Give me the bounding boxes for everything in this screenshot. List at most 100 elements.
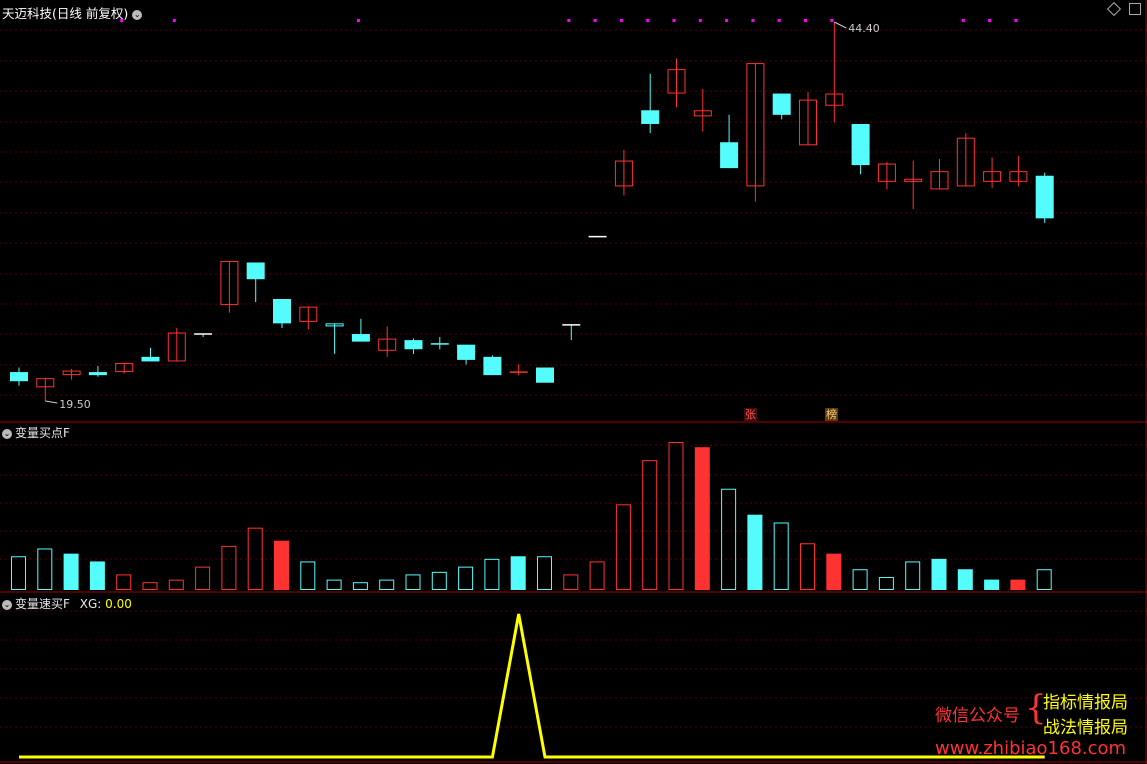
indicator-line-chart[interactable] bbox=[0, 593, 1147, 764]
signal-dot bbox=[830, 19, 834, 22]
candle-body bbox=[851, 123, 870, 166]
signal-dot bbox=[988, 19, 992, 22]
indicator-bar bbox=[747, 514, 763, 590]
candle-body bbox=[325, 323, 344, 327]
xg-line bbox=[19, 613, 1045, 759]
candle-body bbox=[614, 160, 633, 187]
chevron-down-icon[interactable]: ⌄ bbox=[132, 9, 143, 20]
candle-body bbox=[930, 171, 949, 190]
indicator-bar bbox=[721, 488, 737, 590]
chevron-down-icon[interactable]: ⌄ bbox=[2, 599, 12, 610]
candle-body bbox=[693, 110, 712, 117]
indicator-bar bbox=[537, 556, 552, 591]
xg-value: 0.00 bbox=[105, 597, 132, 611]
watermark-line1: 指标情报局 bbox=[1043, 693, 1128, 713]
signal-dot bbox=[646, 19, 650, 22]
candle-body bbox=[378, 338, 397, 351]
indicator-bar bbox=[905, 561, 921, 591]
price-chart-panel[interactable]: 44.40 19.50 天迈科技(日线 前复权) ⌄ 张 榜 bbox=[0, 0, 1147, 423]
chevron-down-icon[interactable]: ⌄ bbox=[2, 428, 12, 439]
candle-body bbox=[115, 362, 134, 373]
tag-bang: 榜 bbox=[825, 408, 838, 421]
indicator-title: ⌄ 变量买点F bbox=[2, 424, 70, 441]
indicator-bar bbox=[11, 556, 26, 591]
candle-body bbox=[430, 343, 449, 345]
candle-body bbox=[299, 306, 318, 322]
signal-dot bbox=[804, 19, 807, 22]
candle-body bbox=[351, 334, 370, 342]
signal-dot bbox=[120, 19, 124, 22]
candle-body bbox=[799, 99, 817, 146]
watermark-url: www.zhibiao168.com bbox=[935, 738, 1127, 759]
indicator-bar bbox=[326, 579, 342, 590]
indicator-bar bbox=[379, 579, 395, 590]
indicator-bar bbox=[458, 566, 474, 590]
candle-body bbox=[904, 178, 923, 182]
candle-body bbox=[536, 367, 554, 383]
candle-body bbox=[983, 171, 1002, 182]
indicator-bar bbox=[773, 522, 789, 590]
indicator-speed-buy-panel[interactable]: ⌄ 变量速买F XG: 0.00 bbox=[0, 593, 1147, 764]
indicator-bar bbox=[89, 561, 105, 590]
indicator-bar bbox=[510, 556, 526, 590]
signal-dot bbox=[961, 19, 965, 22]
candle-body bbox=[825, 93, 844, 106]
window-square-icon[interactable] bbox=[1129, 3, 1141, 15]
candle-body bbox=[956, 137, 975, 187]
candle-body bbox=[772, 93, 791, 115]
candle-body bbox=[220, 260, 239, 306]
signal-dot bbox=[593, 19, 597, 22]
candle-body bbox=[667, 69, 686, 94]
indicator-bar bbox=[615, 504, 631, 590]
indicator-bar bbox=[63, 553, 79, 590]
indicator-bar bbox=[642, 460, 658, 590]
indicator-bar bbox=[984, 579, 1000, 590]
indicator-bar bbox=[352, 582, 368, 590]
indicator-bar bbox=[247, 527, 263, 590]
indicator-bar bbox=[116, 574, 132, 590]
candle-body bbox=[720, 142, 739, 169]
signal-dot bbox=[1014, 19, 1018, 22]
signal-dot bbox=[567, 19, 571, 22]
indicator-buy-point-panel[interactable]: ⌄ 变量买点F bbox=[0, 423, 1147, 593]
indicator-bar bbox=[405, 574, 421, 590]
candle-body bbox=[1009, 171, 1028, 182]
indicator-bar-chart[interactable] bbox=[0, 423, 1147, 593]
signal-dot bbox=[725, 19, 729, 22]
candle-body bbox=[1035, 175, 1054, 219]
xg-label: XG: bbox=[79, 597, 102, 611]
candle-body bbox=[457, 344, 476, 360]
indicator-bar bbox=[694, 447, 710, 590]
candlestick-chart[interactable]: 44.40 19.50 bbox=[0, 0, 1147, 423]
indicator-bar bbox=[274, 540, 289, 590]
watermark-left: 微信公众号 bbox=[935, 706, 1020, 726]
signal-dot bbox=[356, 19, 360, 22]
signal-dot bbox=[619, 19, 623, 22]
high-price-label: 44.40 bbox=[848, 22, 880, 35]
indicator-bar bbox=[563, 574, 579, 590]
signal-dot bbox=[751, 19, 755, 22]
indicator-bar bbox=[142, 582, 158, 590]
candle-body bbox=[246, 262, 265, 280]
indicator-bar bbox=[957, 569, 973, 590]
candle-body bbox=[404, 340, 423, 350]
indicator-bar bbox=[878, 577, 894, 591]
candle-body bbox=[88, 372, 107, 376]
candle-body bbox=[746, 63, 765, 187]
candle-body bbox=[877, 163, 896, 182]
watermark-brace: { bbox=[1025, 688, 1047, 728]
indicator-bar bbox=[852, 569, 868, 591]
low-arrow bbox=[45, 400, 58, 404]
indicator-bar bbox=[800, 543, 815, 591]
indicator-bar bbox=[1010, 579, 1026, 590]
high-arrow bbox=[834, 21, 847, 29]
chart-title: 天迈科技(日线 前复权) ⌄ bbox=[2, 3, 145, 22]
stock-name: 天迈科技 bbox=[2, 6, 53, 21]
candle-body bbox=[62, 370, 81, 376]
indicator-bar bbox=[168, 579, 184, 590]
candle-body bbox=[36, 378, 55, 388]
signal-dot bbox=[672, 19, 676, 22]
indicator-bar bbox=[221, 545, 237, 590]
candle-body bbox=[483, 356, 502, 376]
low-price-label: 19.50 bbox=[59, 398, 91, 411]
